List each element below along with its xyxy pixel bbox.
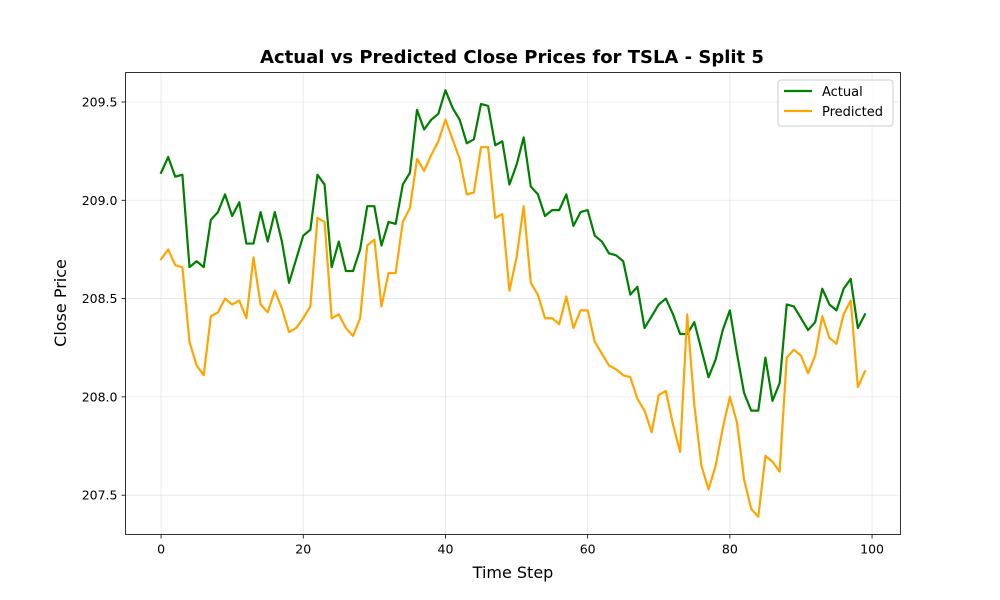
legend-label-predicted: Predicted bbox=[822, 105, 883, 120]
legend: Actual Predicted bbox=[777, 79, 894, 127]
grid bbox=[125, 72, 901, 535]
y-tick-label: 207.5 bbox=[82, 488, 118, 503]
x-tick-label: 0 bbox=[157, 542, 165, 557]
x-tick-label: 20 bbox=[295, 542, 311, 557]
y-tick-label: 208.5 bbox=[82, 291, 118, 306]
legend-label-actual: Actual bbox=[822, 85, 863, 100]
chart-title: Actual vs Predicted Close Prices for TSL… bbox=[260, 47, 764, 68]
plot-area-frame bbox=[125, 72, 901, 535]
x-axis-ticks: 0 20 40 60 80 100 bbox=[157, 534, 884, 557]
series-line-predicted bbox=[159, 118, 867, 518]
series-lines bbox=[159, 89, 867, 518]
y-axis-ticks: 207.5 208.0 208.5 209.0 209.5 bbox=[82, 94, 126, 503]
x-axis-label: Time Step bbox=[472, 563, 554, 582]
y-axis-label: Close Price bbox=[51, 259, 70, 347]
x-tick-label: 40 bbox=[438, 542, 454, 557]
x-tick-label: 80 bbox=[722, 542, 738, 557]
y-tick-label: 209.5 bbox=[82, 94, 118, 109]
y-tick-label: 208.0 bbox=[82, 389, 118, 404]
x-tick-label: 60 bbox=[580, 542, 596, 557]
x-tick-label: 100 bbox=[860, 542, 884, 557]
series-line-actual bbox=[159, 89, 867, 412]
y-tick-label: 209.0 bbox=[82, 193, 118, 208]
